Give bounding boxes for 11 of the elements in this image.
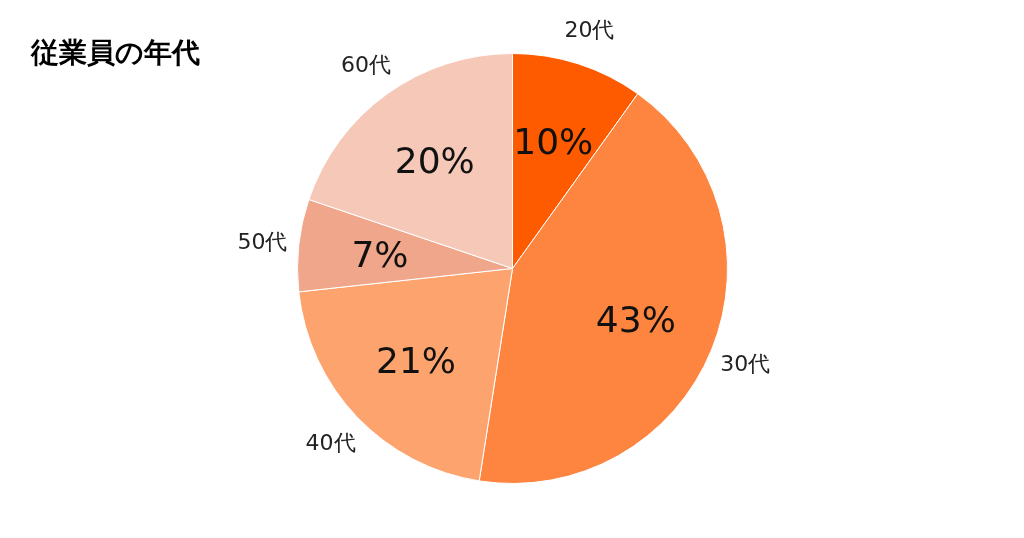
slice-label: 40代	[305, 429, 356, 455]
data-label: 7%	[351, 233, 409, 275]
data-label: 20%	[394, 139, 475, 181]
slice-label: 20代	[564, 16, 615, 42]
text: 従業員の年代	[29, 36, 200, 69]
data-label: 10%	[513, 121, 594, 163]
data-label: 21%	[376, 340, 457, 382]
slice-label: 50代	[237, 228, 288, 254]
slice-label: 60代	[340, 51, 391, 77]
slice-label: 30代	[720, 351, 771, 377]
data-label: 43%	[595, 298, 676, 340]
